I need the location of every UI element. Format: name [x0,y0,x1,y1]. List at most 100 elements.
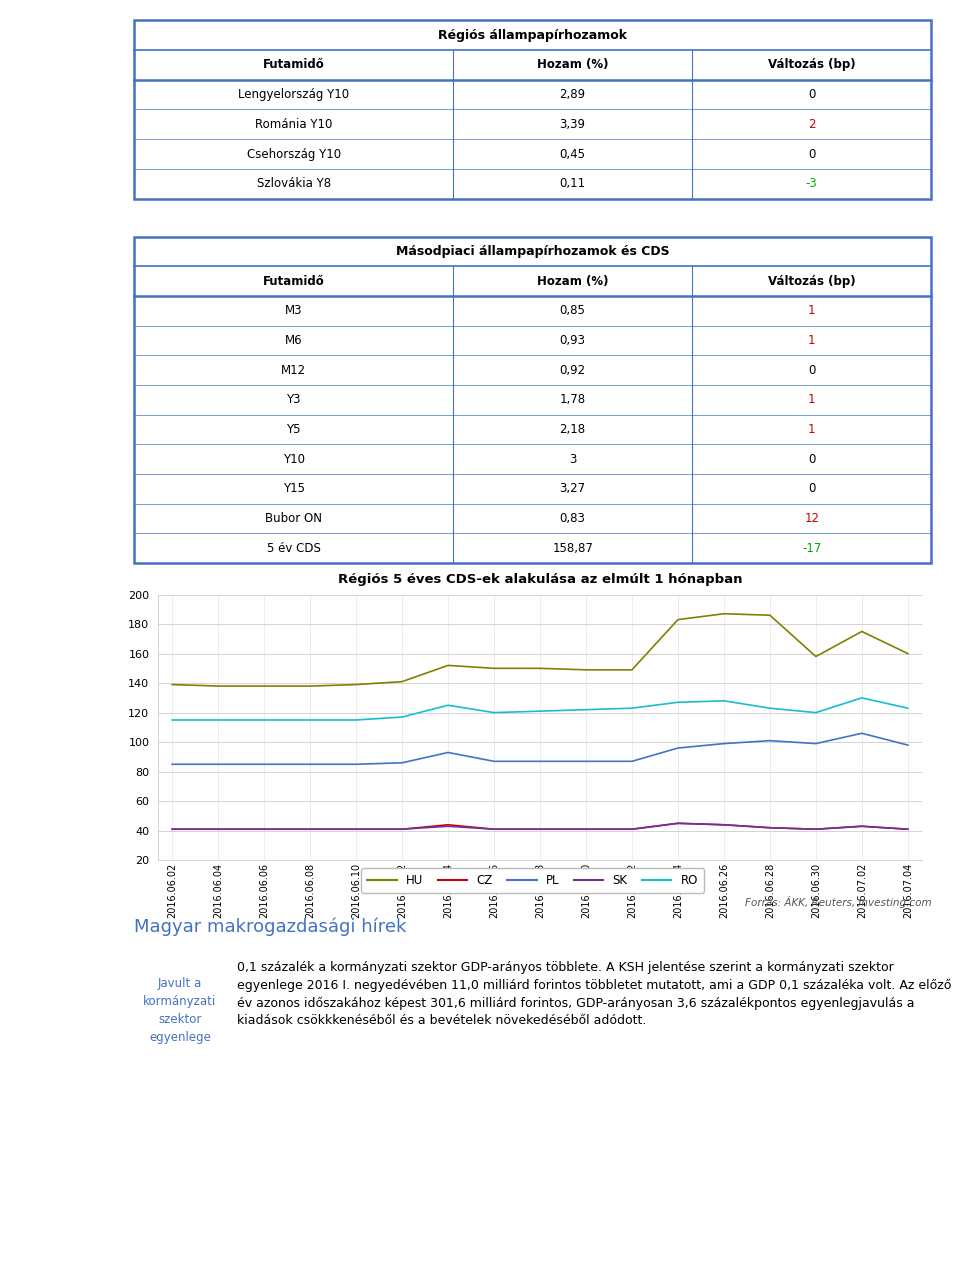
PL [212,756,224,772]
Text: M6: M6 [285,334,302,347]
Text: Y3: Y3 [286,393,301,406]
PL [534,754,545,769]
HU [258,678,270,693]
RO [672,694,684,710]
Text: M12: M12 [281,363,306,377]
Text: -17: -17 [802,541,822,554]
Text: 0,11: 0,11 [560,177,586,190]
Text: 0: 0 [808,363,815,377]
Text: 0: 0 [808,482,815,496]
RO [212,712,224,727]
Text: 0: 0 [808,148,815,161]
PL [443,745,454,760]
CZ [580,822,591,837]
PL [396,755,408,770]
Text: Hozam (%): Hozam (%) [537,58,609,71]
Legend: HU, CZ, PL, SK, RO: HU, CZ, PL, SK, RO [362,868,704,893]
PL [166,756,178,772]
RO [580,702,591,717]
Text: Hozam (%): Hozam (%) [537,275,609,287]
Text: 158,87: 158,87 [552,541,593,554]
HU [443,658,454,673]
SK [626,822,637,837]
Text: Másodpiaci állampapírhozamok és CDS: Másodpiaci állampapírhozamok és CDS [396,245,670,258]
HU [396,674,408,689]
Text: 2,89: 2,89 [560,89,586,101]
Text: Futamidő: Futamidő [263,275,324,287]
Text: Futamidő: Futamidő [263,58,324,71]
PL [489,754,500,769]
CZ [764,820,776,835]
Text: 1: 1 [808,304,815,318]
Text: Régiós állampapírhozamok: Régiós állampapírhozamok [439,29,627,42]
CZ [902,822,914,837]
Text: -3: -3 [805,177,818,190]
Text: 2,18: 2,18 [560,423,586,436]
SK [580,822,591,837]
SK [489,822,500,837]
PL [304,756,316,772]
Text: 0,85: 0,85 [560,304,586,318]
PL [672,740,684,755]
CZ [304,822,316,837]
SK [534,822,545,837]
CZ [626,822,637,837]
Text: 2: 2 [808,118,815,130]
RO [489,705,500,720]
Text: Y15: Y15 [283,482,304,496]
Text: 0,83: 0,83 [560,512,586,525]
Text: Y5: Y5 [286,423,301,436]
Line: PL: PL [172,734,908,764]
HU [810,649,822,664]
CZ [350,822,362,837]
CZ [534,822,545,837]
CZ [672,816,684,831]
Text: 12: 12 [804,512,819,525]
CZ [258,822,270,837]
Line: RO: RO [172,698,908,720]
PL [718,736,730,751]
Text: 0,93: 0,93 [560,334,586,347]
CZ [489,822,500,837]
Text: Változás (bp): Változás (bp) [768,275,855,287]
SK [304,822,316,837]
PL [626,754,637,769]
Text: Változás (bp): Változás (bp) [768,58,855,71]
Text: Szlovákia Y8: Szlovákia Y8 [256,177,331,190]
SK [350,822,362,837]
RO [166,712,178,727]
Text: Y10: Y10 [283,453,304,466]
HU [350,677,362,692]
Text: 0: 0 [808,89,815,101]
Line: HU: HU [172,614,908,686]
SK [443,818,454,834]
HU [534,660,545,676]
SK [672,816,684,831]
HU [626,662,637,677]
PL [810,736,822,751]
RO [764,701,776,716]
CZ [166,822,178,837]
Text: Csehország Y10: Csehország Y10 [247,148,341,161]
CZ [718,817,730,832]
Text: 0,45: 0,45 [560,148,586,161]
Text: Bubor ON: Bubor ON [265,512,323,525]
HU [489,660,500,676]
SK [856,818,868,834]
CZ [212,822,224,837]
Title: Régiós 5 éves CDS-ek alakulása az elmúlt 1 hónapban: Régiós 5 éves CDS-ek alakulása az elmúlt… [338,573,742,587]
PL [258,756,270,772]
SK [902,822,914,837]
Text: Nemzetgazdasági Minisztérium  |  Napi Jelentés: Nemzetgazdasági Minisztérium | Napi Jele… [315,1230,645,1245]
HU [856,624,868,639]
Text: M3: M3 [285,304,302,318]
RO [856,691,868,706]
Line: SK: SK [172,824,908,830]
RO [304,712,316,727]
HU [718,606,730,621]
Text: 0: 0 [808,453,815,466]
SK [212,822,224,837]
Text: Magyar makrogazdasági hírek: Magyar makrogazdasági hírek [134,918,407,936]
Text: Románia Y10: Románia Y10 [255,118,332,130]
RO [350,712,362,727]
